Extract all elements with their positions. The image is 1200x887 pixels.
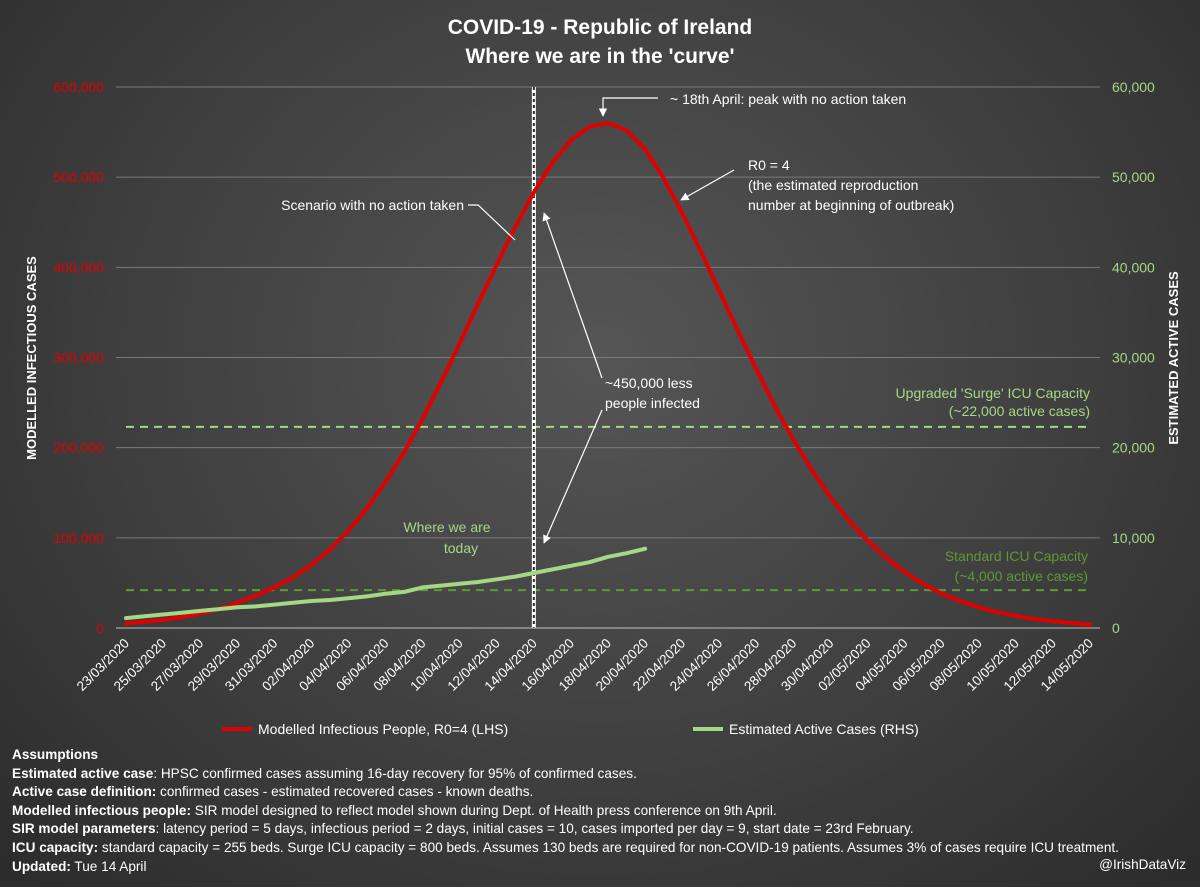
scenario-annotation: Scenario with no action taken — [281, 197, 464, 213]
standard-capacity-label: Standard ICU Capacity — [945, 548, 1088, 564]
today-annotation: Where we are — [403, 519, 490, 535]
surge-capacity-label: Upgraded 'Surge' ICU Capacity — [896, 385, 1090, 401]
assumption-row: SIR model parameters: latency period = 5… — [12, 821, 914, 837]
chart-title: COVID-19 - Republic of Ireland — [448, 16, 753, 39]
series-line-modelled — [124, 121, 1092, 627]
gridlines — [116, 86, 1100, 539]
less-infected-arrow-up — [542, 212, 603, 379]
y-tick-label-left: 0 — [96, 620, 104, 636]
legend-label-modelled: Modelled Infectious People, R0=4 (LHS) — [258, 721, 508, 737]
series-lines — [124, 121, 1092, 627]
legend: Modelled Infectious People, R0=4 (LHS) E… — [222, 721, 919, 737]
less-infected-arrow-down — [543, 409, 603, 544]
y-axis-label-right: ESTIMATED ACTIVE CASES — [1166, 271, 1181, 445]
y-tick-label-left: 200,000 — [53, 440, 104, 456]
surge-capacity-sublabel: (~22,000 active cases) — [949, 403, 1090, 419]
y-tick-label-right: 60,000 — [1112, 79, 1155, 95]
r0-annotation-sub: number at beginning of outbreak) — [748, 197, 954, 213]
legend-label-active: Estimated Active Cases (RHS) — [729, 721, 919, 737]
r0-annotation-sub: (the estimated reproduction — [748, 177, 918, 193]
assumption-row: Estimated active case: HPSC confirmed ca… — [12, 765, 637, 781]
y-tick-label-right: 40,000 — [1112, 259, 1155, 275]
reference-lines — [126, 87, 1090, 628]
peak-arrow — [598, 97, 658, 117]
chart-subtitle: Where we are in the 'curve' — [465, 45, 734, 68]
y-tick-label-left: 600,000 — [53, 79, 104, 95]
y-tick-label-left: 400,000 — [53, 259, 104, 275]
assumption-row: Updated: Tue 14 April — [12, 858, 147, 874]
y-tick-label-right: 30,000 — [1112, 350, 1155, 366]
series-line-active — [124, 546, 648, 621]
scenario-leader — [468, 204, 516, 241]
y-axis-label-left: MODELLED INFECTIOUS CASES — [24, 256, 39, 460]
r0-annotation: R0 = 4 — [748, 157, 790, 173]
today-annotation-sub: today — [444, 540, 478, 556]
assumption-row: Active case definition: confirmed cases … — [12, 784, 534, 800]
standard-capacity-sublabel: (~4,000 active cases) — [955, 568, 1088, 584]
y-tick-label-left: 300,000 — [53, 350, 104, 366]
y-tick-label-right: 10,000 — [1112, 530, 1155, 546]
assumption-row: ICU capacity: standard capacity = 255 be… — [12, 839, 1119, 855]
credit: @IrishDataViz — [1099, 857, 1186, 872]
peak-annotation: ~ 18th April: peak with no action taken — [670, 91, 906, 107]
r0-arrow — [680, 169, 735, 201]
y-tick-label-right: 20,000 — [1112, 440, 1155, 456]
assumptions-footer: Assumptions Estimated active case: HPSC … — [12, 746, 1188, 876]
less-infected-annotation: ~450,000 less — [605, 375, 693, 391]
y-tick-label-left: 500,000 — [53, 169, 104, 185]
annotations: Upgraded 'Surge' ICU Capacity (~22,000 ac… — [281, 91, 1090, 584]
less-infected-annotation-sub: people infected — [605, 395, 700, 411]
y-tick-label-right: 0 — [1112, 620, 1120, 636]
y-tick-label-right: 50,000 — [1112, 169, 1155, 185]
y-tick-label-left: 100,000 — [53, 530, 104, 546]
chart: 0 0 100,000 10,000 200,000 20,000 300,000 30,00… — [24, 16, 1181, 737]
assumption-row: Modelled infectious people: SIR model de… — [12, 802, 777, 818]
assumptions-heading: Assumptions — [12, 747, 99, 762]
